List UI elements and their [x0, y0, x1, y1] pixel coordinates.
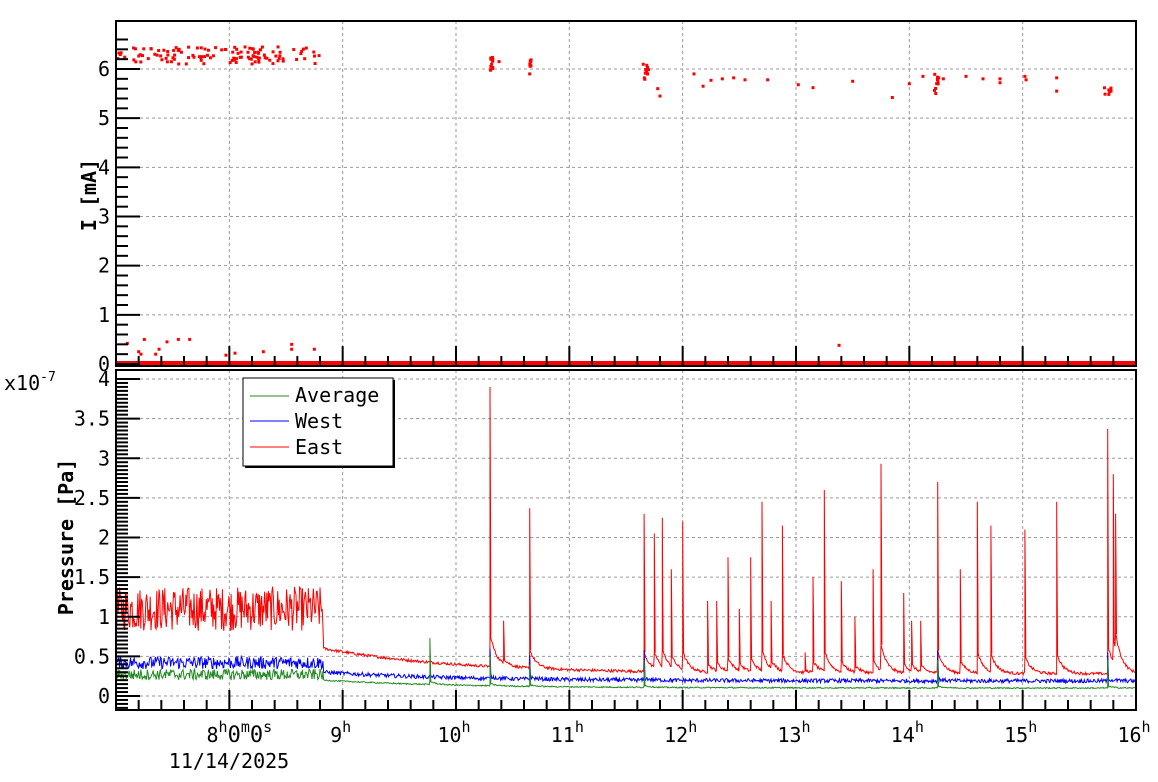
pressure-legend: Average West East: [242, 377, 395, 468]
current-y-tick-label: 3: [98, 205, 110, 229]
x-tick-label: 15h: [1004, 718, 1037, 747]
x-tick-label: 8h0m0s: [207, 718, 273, 748]
pressure-series-average: [116, 638, 1136, 690]
current-panel: 0 1 2 3 4 5 6 I [mA]: [77, 20, 1137, 376]
current-y-tick-label: 1: [98, 303, 110, 327]
x-axis-date-label: 11/14/2025: [169, 749, 289, 773]
x-tick-label: 16h: [1117, 718, 1150, 747]
current-y-tick-label: 4: [98, 155, 110, 179]
current-scatter-series: [116, 45, 1136, 366]
pressure-exponent-label: x10-7: [4, 370, 56, 395]
pressure-y-tick-label: 0: [98, 684, 110, 708]
legend-label-west: West: [295, 409, 343, 433]
pressure-series-west: [116, 648, 1136, 685]
legend-box: [242, 377, 394, 467]
x-tick-label: 12h: [664, 718, 697, 747]
pressure-y-tick-label: 2: [98, 526, 110, 550]
current-y-axis-ticks: 0 1 2 3 4 5 6: [98, 38, 140, 376]
current-grid: [116, 21, 1136, 366]
legend-label-average: Average: [295, 383, 379, 407]
x-tick-label: 11h: [551, 718, 584, 747]
current-plot-frame: [115, 20, 1137, 367]
current-y-tick-label: 0: [98, 352, 110, 376]
pressure-y-tick-label: 2.5: [74, 486, 110, 510]
pressure-y-tick-label: 1.5: [74, 565, 110, 589]
x-tick-label: 13h: [777, 718, 810, 747]
pressure-panel: 0 0.5 1 1.5 2 2.5 3 3.5 4 Pressure [Pa] x10-7 Av…: [4, 367, 1137, 711]
x-tick-label: 9h: [330, 718, 351, 747]
pressure-y-axis-ticks: 0 0.5 1 1.5 2 2.5 3 3.5 4: [74, 367, 140, 709]
legend-label-east: East: [295, 435, 343, 459]
pressure-y-tick-label: 3.5: [74, 407, 110, 431]
pressure-y-axis-title: Pressure [Pa]: [54, 459, 78, 616]
current-y-axis-title: I [mA]: [77, 159, 101, 231]
current-y-tick-label: 5: [98, 106, 110, 130]
pressure-y-tick-label: 0.5: [74, 644, 110, 668]
pressure-series-east: [116, 386, 1136, 677]
current-y-tick-label: 2: [98, 254, 110, 278]
pressure-line-series: [116, 386, 1136, 690]
pressure-plot-frame: [115, 369, 1137, 711]
x-tick-label: 14h: [891, 718, 924, 747]
current-y-tick-label: 6: [98, 57, 110, 81]
x-tick-label: 10h: [437, 718, 470, 747]
pressure-y-tick-label: 3: [98, 446, 110, 470]
pressure-y-tick-label: 4: [98, 367, 110, 391]
pressure-y-tick-label: 1: [98, 605, 110, 629]
time-x-axis: 8h0m0s 9h 10h 11h 12h 13h 14h 15h 16h: [115, 346, 1151, 748]
